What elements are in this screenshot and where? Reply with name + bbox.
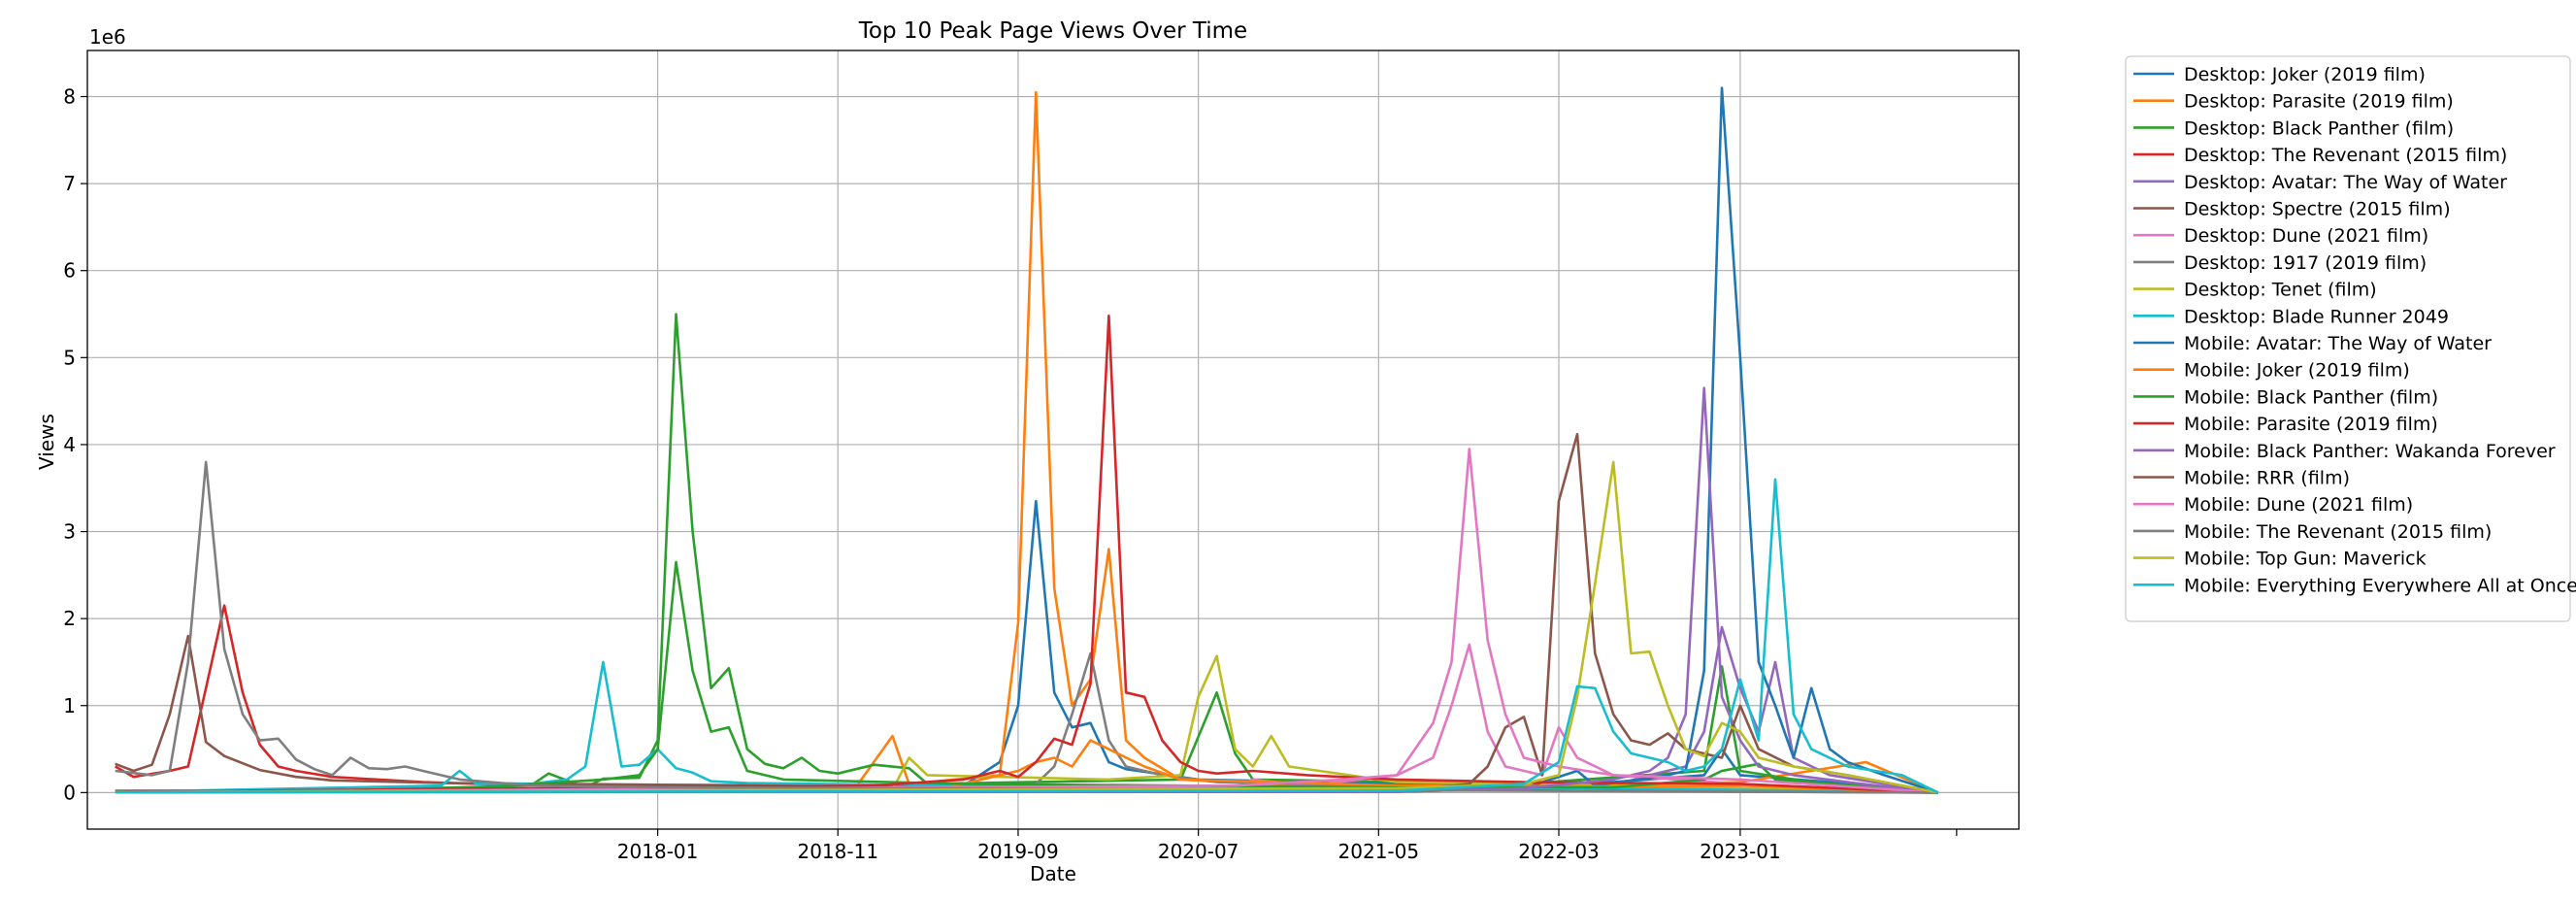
legend-label: Desktop: Spectre (2015 film) bbox=[2184, 199, 2451, 220]
x-axis-title: Date bbox=[1030, 862, 1076, 885]
y-tick-label: 0 bbox=[63, 781, 76, 804]
grid bbox=[87, 50, 2019, 829]
series-line-11 bbox=[115, 86, 1939, 794]
series-line-10 bbox=[115, 660, 1938, 794]
legend-label: Desktop: Avatar: The Way of Water bbox=[2184, 172, 2507, 193]
series-line-15 bbox=[115, 386, 1939, 794]
legend-frame bbox=[2125, 55, 2571, 622]
legend: Desktop: Joker (2019 film) Desktop: Paras… bbox=[2125, 55, 2576, 622]
y-axis-title: Views bbox=[35, 414, 58, 470]
y-tick-label: 2 bbox=[63, 607, 76, 630]
series-line-1 bbox=[115, 499, 1939, 794]
legend-label: Desktop: Parasite (2019 film) bbox=[2184, 91, 2454, 113]
legend-label: Desktop: Joker (2019 film) bbox=[2184, 64, 2426, 85]
x-tick-label: 2019-09 bbox=[977, 840, 1059, 863]
series-line-19 bbox=[115, 460, 1939, 794]
x-tick-label: 2018-11 bbox=[797, 840, 878, 863]
y-tick-label: 1 bbox=[63, 694, 76, 717]
x-tick-label: 2018-01 bbox=[617, 840, 699, 863]
series-line-14 bbox=[115, 314, 1938, 794]
legend-label: Mobile: Dune (2021 film) bbox=[2184, 494, 2413, 516]
y-tick-label: 8 bbox=[63, 84, 76, 108]
legend-label: Desktop: 1917 (2019 film) bbox=[2184, 252, 2427, 274]
legend-label: Mobile: Black Panther: Wakanda Forever bbox=[2184, 441, 2556, 462]
legend-label: Mobile: Parasite (2019 film) bbox=[2184, 414, 2438, 435]
legend-label: Desktop: Dune (2021 film) bbox=[2184, 225, 2428, 247]
series-line-18 bbox=[115, 460, 1938, 794]
series-line-13 bbox=[115, 560, 1939, 794]
legend-label: Mobile: Avatar: The Way of Water bbox=[2184, 333, 2492, 354]
legend-label: Mobile: RRR (film) bbox=[2184, 468, 2350, 489]
y-tick-label: 7 bbox=[63, 172, 76, 195]
series-line-16 bbox=[115, 432, 1939, 794]
series-lines bbox=[115, 86, 1939, 794]
series-line-20 bbox=[115, 478, 1939, 794]
plot-frame bbox=[86, 50, 2020, 830]
x-tick-label: 2023-01 bbox=[1700, 840, 1781, 863]
legend-label: Desktop: Black Panther (film) bbox=[2184, 117, 2454, 139]
chart-title: Top 10 Peak Page Views Over Time bbox=[858, 18, 1247, 44]
series-line-17 bbox=[115, 448, 1938, 794]
axis-ticks: 0 1 2 3 4 5 6 7 8 2018-01 2018-11 2019-09 2020-07 202… bbox=[63, 84, 1958, 863]
x-tick-label: 2020-07 bbox=[1158, 840, 1239, 863]
x-tick-label: 2022-03 bbox=[1518, 840, 1600, 863]
y-axis-multiplier: 1e6 bbox=[89, 25, 126, 49]
x-tick-label: 2021-05 bbox=[1338, 840, 1420, 863]
legend-label: Mobile: Top Gun: Maverick bbox=[2184, 549, 2427, 570]
legend-label: Desktop: Blade Runner 2049 bbox=[2184, 306, 2449, 327]
legend-label: Mobile: Joker (2019 film) bbox=[2184, 360, 2410, 382]
series-line-2 bbox=[115, 90, 1939, 794]
legend-label: Mobile: Black Panther (film) bbox=[2184, 386, 2438, 408]
y-tick-label: 6 bbox=[63, 259, 76, 283]
legend-label: Mobile: The Revenant (2015 film) bbox=[2184, 521, 2492, 543]
y-tick-label: 5 bbox=[63, 346, 76, 369]
legend-label: Mobile: Everything Everywhere All at Onc… bbox=[2184, 575, 2576, 596]
y-tick-label: 4 bbox=[63, 433, 76, 456]
legend-label: Desktop: Tenet (film) bbox=[2184, 280, 2377, 301]
legend-label: Desktop: The Revenant (2015 film) bbox=[2184, 145, 2507, 166]
y-tick-label: 3 bbox=[63, 520, 76, 544]
